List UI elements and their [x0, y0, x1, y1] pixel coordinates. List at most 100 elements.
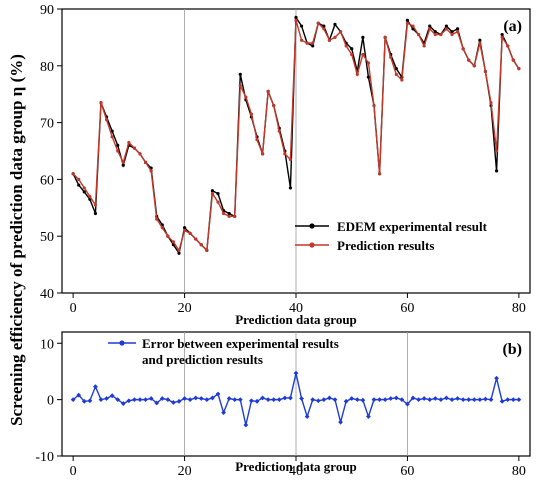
panel-b-x-axis-title: Prediction data group [235, 459, 357, 474]
data-point-a-0-43 [311, 44, 315, 48]
data-point-b-0-25 [210, 395, 215, 401]
data-point-b-0-54 [371, 397, 377, 403]
data-point-b-0-57 [388, 396, 394, 401]
data-point-a-1-74 [483, 69, 488, 74]
data-point-b-0-26 [215, 391, 221, 397]
data-point-b-0-30 [237, 397, 243, 403]
panel-b-gridlines [184, 332, 408, 456]
data-point-a-1-49 [344, 44, 348, 48]
data-point-a-0-40 [294, 15, 298, 20]
legend-label-edem: EDEM experimental result [337, 219, 488, 234]
data-point-a-1-15 [155, 217, 159, 221]
data-point-a-0-50 [350, 47, 354, 51]
y-tick-label-60: 60 [40, 173, 54, 188]
data-point-a-1-41 [299, 38, 304, 42]
data-point-a-0-76 [494, 169, 499, 173]
data-point-a-1-46 [327, 38, 332, 42]
data-point-a-1-79 [511, 58, 515, 62]
data-point-a-1-14 [149, 169, 153, 173]
data-point-a-0-60 [405, 18, 410, 22]
data-point-a-0-58 [394, 67, 398, 71]
data-point-a-0-64 [428, 24, 432, 28]
data-point-b-0-42 [304, 414, 310, 419]
data-point-a-1-23 [199, 243, 203, 247]
data-point-b-0-64 [427, 397, 433, 403]
data-point-a-1-27 [221, 211, 226, 216]
panel-b: 0 20 40 60 80 -10 0 10 (b) Prediction data grou… [35, 331, 531, 479]
data-point-b-0-77 [499, 398, 505, 404]
data-point-a-1-12 [138, 152, 142, 156]
panel-a: 0 20 40 60 80 40 50 60 70 80 90 (a) Prediction dat… [40, 3, 531, 327]
data-point-b-0-44 [315, 398, 321, 404]
data-point-b-0-4 [93, 384, 98, 390]
data-point-a-1-0 [71, 172, 75, 176]
data-point-b-0-24 [204, 397, 210, 403]
data-point-b-0-33 [254, 398, 260, 404]
data-point-b-0-80 [516, 397, 522, 403]
x-tick-label-0: 0 [70, 464, 77, 479]
data-point-b-0-8 [115, 397, 121, 403]
data-point-b-0-21 [187, 397, 193, 403]
data-point-a-0-30 [238, 72, 242, 76]
data-point-a-1-4 [93, 203, 98, 207]
data-point-a-1-40 [294, 18, 298, 22]
data-point-a-0-7 [110, 129, 114, 133]
data-point-b-0-38 [282, 395, 288, 401]
data-point-a-1-20 [182, 228, 187, 233]
data-point-b-0-20 [182, 396, 187, 401]
data-point-a-0-47 [333, 22, 337, 26]
data-point-b-0-7 [109, 393, 115, 399]
data-point-b-0-17 [165, 397, 171, 403]
data-point-b-0-74 [483, 396, 488, 402]
data-point-b-0-68 [449, 397, 455, 403]
data-point-b-0-3 [87, 398, 93, 404]
x-tick-label-80: 80 [512, 464, 526, 479]
data-point-a-1-55 [377, 172, 382, 176]
panel-a-label: (a) [503, 18, 522, 35]
data-point-a-1-1 [77, 177, 81, 181]
data-point-a-0-39 [288, 186, 293, 190]
data-point-b-0-5 [98, 397, 104, 403]
data-point-a-1-44 [316, 21, 320, 25]
data-point-b-0-78 [505, 397, 511, 403]
x-tick-label-20: 20 [178, 301, 192, 316]
data-point-a-1-48 [338, 30, 343, 34]
legend-marker-prediction [309, 242, 315, 248]
data-point-b-0-45 [321, 397, 327, 403]
data-point-b-0-66 [438, 397, 444, 403]
data-point-b-0-58 [393, 395, 399, 401]
data-point-a-1-5 [99, 101, 103, 105]
data-point-a-1-11 [132, 146, 137, 150]
legend-label-prediction: Prediction results [337, 238, 434, 253]
panel-b-legend: Error between experimental results and pr… [108, 336, 339, 367]
legend-marker-edem [309, 223, 315, 229]
data-point-a-1-58 [394, 72, 398, 76]
x-tick-label-60: 60 [400, 301, 414, 316]
data-point-a-1-3 [88, 194, 92, 199]
data-point-a-1-65 [433, 32, 437, 37]
y-tick-label-10: 10 [40, 337, 54, 352]
data-point-a-1-16 [160, 226, 164, 230]
data-point-b-0-43 [310, 397, 316, 403]
data-point-a-0-77 [500, 32, 504, 37]
data-point-b-0-47 [332, 397, 338, 403]
data-point-a-1-72 [472, 64, 476, 68]
data-point-a-1-8 [116, 149, 120, 153]
data-point-a-1-10 [127, 140, 131, 145]
data-point-b-0-29 [232, 397, 238, 403]
data-point-a-1-56 [383, 35, 387, 40]
data-point-b-0-72 [471, 397, 477, 403]
data-point-a-1-71 [467, 58, 471, 62]
data-point-a-1-32 [249, 112, 254, 116]
data-point-b-0-0 [70, 397, 76, 403]
data-point-b-0-46 [327, 395, 332, 401]
data-point-a-1-26 [216, 200, 220, 204]
data-point-a-1-18 [171, 240, 176, 244]
x-tick-label-40: 40 [289, 464, 303, 479]
data-point-b-0-11 [132, 397, 137, 403]
data-point-a-1-19 [177, 248, 181, 252]
data-point-a-1-42 [305, 41, 309, 45]
legend-label-error-line-1: and prediction results [142, 352, 263, 367]
data-point-b-0-23 [198, 396, 204, 401]
data-point-a-0-52 [361, 35, 365, 40]
